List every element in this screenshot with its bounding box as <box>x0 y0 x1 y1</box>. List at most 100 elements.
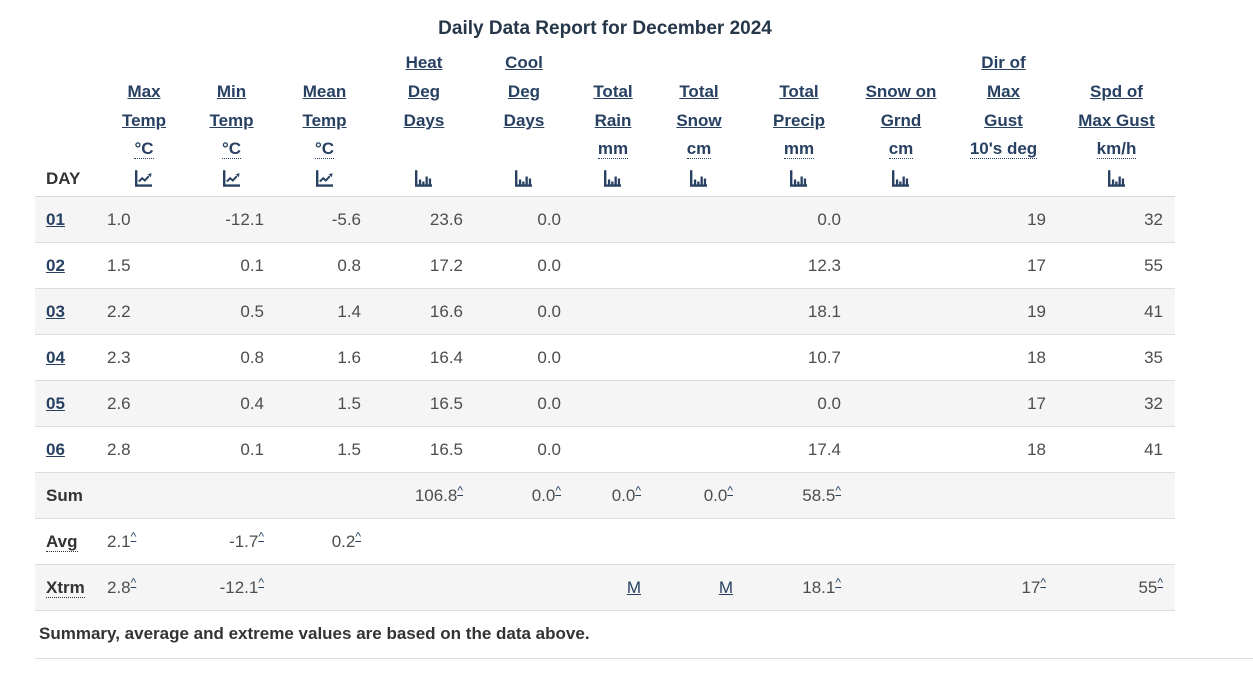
cell-total_precip: 0.0 <box>745 380 853 427</box>
cell-min_temp: -12.1^ <box>187 564 276 611</box>
line-chart-icon[interactable] <box>315 163 335 193</box>
day-cell: 03 <box>35 288 101 335</box>
cell-heat_deg_days: 16.4 <box>373 334 475 381</box>
cell-mean_temp: 0.8 <box>276 242 373 289</box>
day-link[interactable]: 05 <box>46 393 65 413</box>
legend-caret-link[interactable]: ^ <box>835 482 841 497</box>
col-link-mean_temp[interactable]: Mean Temp <box>302 82 347 130</box>
cell-dir_of_max_gust <box>949 472 1058 519</box>
col-link-total_snow[interactable]: Total Snow <box>676 82 722 130</box>
legend-caret-link[interactable]: ^ <box>835 574 841 589</box>
line-chart-icon[interactable] <box>134 163 154 193</box>
cell-total_precip: 0.0 <box>745 196 853 243</box>
bar-chart-icon[interactable] <box>414 163 434 193</box>
cell-total_precip: 58.5^ <box>745 472 853 519</box>
cell-total_snow <box>653 334 745 381</box>
table-row: 04 2.3 0.8 1.6 16.4 0.0 10.7 18 35 <box>35 334 1175 381</box>
legend-caret-link[interactable]: ^ <box>258 528 264 543</box>
col-link-dir_of_max_gust[interactable]: Dir of Max Gust <box>981 53 1026 130</box>
cell-total_rain <box>573 426 653 473</box>
legend-caret-link[interactable]: ^ <box>727 482 733 497</box>
line-chart-icon[interactable] <box>222 163 242 193</box>
daily-data-report-page: Daily Data Report for December 2024 DAY M… <box>0 18 1253 659</box>
missing-value-link[interactable]: M <box>718 577 733 597</box>
legend-caret-link[interactable]: ^ <box>258 574 264 589</box>
day-link[interactable]: 01 <box>46 209 65 229</box>
unit-mean_temp: °C <box>314 139 335 159</box>
legend-caret-link[interactable]: ^ <box>130 574 137 589</box>
summary-label-cell: Avg <box>35 518 101 565</box>
legend-caret-link[interactable]: ^ <box>555 482 561 497</box>
day-link[interactable]: 04 <box>46 347 65 367</box>
header-row: DAY Max Temp °C Min Temp °C Mean Temp °C Heat D… <box>35 48 1175 197</box>
cell-min_temp: 0.4 <box>187 380 276 427</box>
cell-max_temp: 1.5 <box>101 242 187 289</box>
cell-total_precip: 10.7 <box>745 334 853 381</box>
cell-total_snow <box>653 288 745 335</box>
cell-spd_of_max_gust: 41 <box>1058 288 1175 335</box>
table-row: 03 2.2 0.5 1.4 16.6 0.0 18.1 19 41 <box>35 288 1175 335</box>
cell-max_temp: 2.1^ <box>101 518 187 565</box>
day-link[interactable]: 03 <box>46 301 65 321</box>
legend-caret-link[interactable]: ^ <box>355 528 361 543</box>
cell-snow_on_grnd <box>853 564 949 611</box>
cell-total_rain <box>573 334 653 381</box>
bar-chart-icon[interactable] <box>689 163 709 193</box>
legend-caret-link[interactable]: ^ <box>1157 574 1163 589</box>
col-header-spd_of_max_gust: Spd of Max Gust km/h <box>1058 48 1175 197</box>
bar-chart-icon[interactable] <box>1107 163 1127 193</box>
cell-heat_deg_days: 16.5 <box>373 380 475 427</box>
unit-dir_of_max_gust: 10's deg <box>969 139 1038 159</box>
cell-total_snow <box>653 242 745 289</box>
day-link[interactable]: 06 <box>46 439 65 459</box>
col-link-snow_on_grnd[interactable]: Snow on Grnd <box>865 82 937 130</box>
col-header-heat_deg_days: Heat Deg Days <box>373 48 475 197</box>
cell-dir_of_max_gust <box>949 518 1058 565</box>
bar-chart-icon[interactable] <box>891 163 911 193</box>
legend-caret-link[interactable]: ^ <box>457 482 463 497</box>
unit-total_precip: mm <box>783 139 815 159</box>
day-link[interactable]: 02 <box>46 255 65 275</box>
col-link-spd_of_max_gust[interactable]: Spd of Max Gust <box>1078 82 1155 130</box>
col-link-heat_deg_days[interactable]: Heat Deg Days <box>403 53 445 130</box>
cell-heat_deg_days: 23.6 <box>373 196 475 243</box>
col-header-max_temp: Max Temp °C <box>101 48 187 197</box>
cell-total_rain <box>573 288 653 335</box>
table-body: 01 1.0 -12.1 -5.6 23.6 0.0 0.0 19 32 02 1.5 0.1 0.8 1… <box>35 196 1175 611</box>
cell-mean_temp: 1.5 <box>276 380 373 427</box>
cell-cool_deg_days: 0.0 <box>475 288 573 335</box>
cell-total_rain <box>573 242 653 289</box>
table-header: DAY Max Temp °C Min Temp °C Mean Temp °C Heat D… <box>35 48 1175 197</box>
legend-caret-link[interactable]: ^ <box>130 528 137 543</box>
cell-snow_on_grnd <box>853 196 949 243</box>
legend-caret-link[interactable]: ^ <box>1040 574 1046 589</box>
table-row: 06 2.8 0.1 1.5 16.5 0.0 17.4 18 41 <box>35 426 1175 473</box>
col-link-total_precip[interactable]: Total Precip <box>773 82 825 130</box>
col-header-min_temp: Min Temp °C <box>187 48 276 197</box>
cell-min_temp: -12.1 <box>187 196 276 243</box>
bar-chart-icon[interactable] <box>789 163 809 193</box>
col-link-cool_deg_days[interactable]: Cool Deg Days <box>503 53 545 130</box>
cell-max_temp: 1.0 <box>101 196 187 243</box>
day-column-label: DAY <box>46 169 81 188</box>
cell-spd_of_max_gust: 32 <box>1058 196 1175 243</box>
cell-snow_on_grnd <box>853 472 949 519</box>
day-cell: 05 <box>35 380 101 427</box>
col-link-min_temp[interactable]: Min Temp <box>209 82 254 130</box>
cell-cool_deg_days <box>475 564 573 611</box>
cell-min_temp: 0.1 <box>187 426 276 473</box>
cell-spd_of_max_gust: 41 <box>1058 426 1175 473</box>
legend-caret-link[interactable]: ^ <box>635 482 641 497</box>
col-header-snow_on_grnd: Snow on Grnd cm <box>853 48 949 197</box>
bar-chart-icon[interactable] <box>514 163 534 193</box>
col-link-max_temp[interactable]: Max Temp <box>121 82 167 130</box>
bar-chart-icon[interactable] <box>603 163 623 193</box>
cell-total_rain <box>573 380 653 427</box>
col-link-total_rain[interactable]: Total Rain <box>593 82 633 130</box>
unit-total_snow: cm <box>686 139 712 159</box>
summary-label-cell: Sum <box>35 472 101 519</box>
missing-value-link[interactable]: M <box>626 577 641 597</box>
unit-max_temp: °C <box>134 139 154 159</box>
cell-spd_of_max_gust: 55^ <box>1058 564 1175 611</box>
cell-cool_deg_days: 0.0 <box>475 242 573 289</box>
